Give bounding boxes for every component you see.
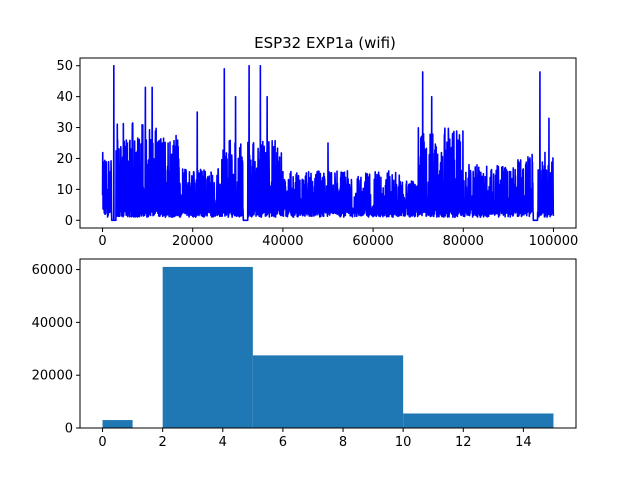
top-y-axis: 0 10 20 30 40 50 bbox=[56, 59, 80, 229]
y-tick-label: 40 bbox=[56, 90, 73, 105]
x-tick-label: 100000 bbox=[529, 234, 579, 249]
x-tick-label: 8 bbox=[339, 435, 347, 450]
top-axes-frame bbox=[79, 57, 577, 229]
bottom-axes-frame bbox=[79, 258, 577, 429]
histogram-bars bbox=[102, 266, 554, 428]
chart-title: ESP32 EXP1a (wifi) bbox=[254, 34, 396, 52]
x-tick-label: 20000 bbox=[172, 234, 213, 249]
x-tick-label: 80000 bbox=[443, 234, 484, 249]
x-tick-label: 0 bbox=[98, 234, 106, 249]
top-line-series bbox=[101, 64, 555, 222]
x-tick-label: 0 bbox=[98, 435, 106, 450]
y-tick-label: 50 bbox=[56, 59, 73, 74]
bottom-y-axis: 0 20000 40000 60000 bbox=[32, 263, 80, 437]
x-tick-label: 10 bbox=[395, 435, 412, 450]
x-tick-label: 12 bbox=[455, 435, 472, 450]
histogram-bar bbox=[403, 413, 554, 428]
y-tick-label: 20 bbox=[56, 152, 73, 167]
histogram-bar bbox=[162, 266, 253, 428]
wifi-signal-line bbox=[101, 64, 555, 222]
x-tick-label: 14 bbox=[515, 435, 532, 450]
x-tick-label: 6 bbox=[279, 435, 287, 450]
x-tick-label: 60000 bbox=[352, 234, 393, 249]
x-tick-label: 2 bbox=[159, 435, 167, 450]
top-x-axis: 0 20000 40000 60000 80000 100000 bbox=[98, 228, 578, 249]
y-tick-label: 0 bbox=[65, 422, 73, 437]
y-tick-label: 20000 bbox=[32, 369, 73, 384]
y-tick-label: 40000 bbox=[32, 316, 73, 331]
y-tick-label: 10 bbox=[56, 183, 73, 198]
histogram-bar bbox=[252, 355, 404, 428]
y-tick-label: 60000 bbox=[32, 263, 73, 278]
x-tick-label: 4 bbox=[219, 435, 227, 450]
bottom-x-axis: 0 2 4 6 8 10 12 14 bbox=[98, 428, 532, 450]
histogram-bar bbox=[102, 420, 133, 428]
y-tick-label: 0 bbox=[65, 214, 73, 229]
top-line-chart: 0 20000 40000 60000 80000 100000 0 10 20 30 40 50 bbox=[56, 57, 578, 249]
y-tick-label: 30 bbox=[56, 121, 73, 136]
x-tick-label: 40000 bbox=[262, 234, 303, 249]
bottom-histogram: 0 2 4 6 8 10 12 14 0 20000 40000 60000 bbox=[32, 258, 577, 450]
